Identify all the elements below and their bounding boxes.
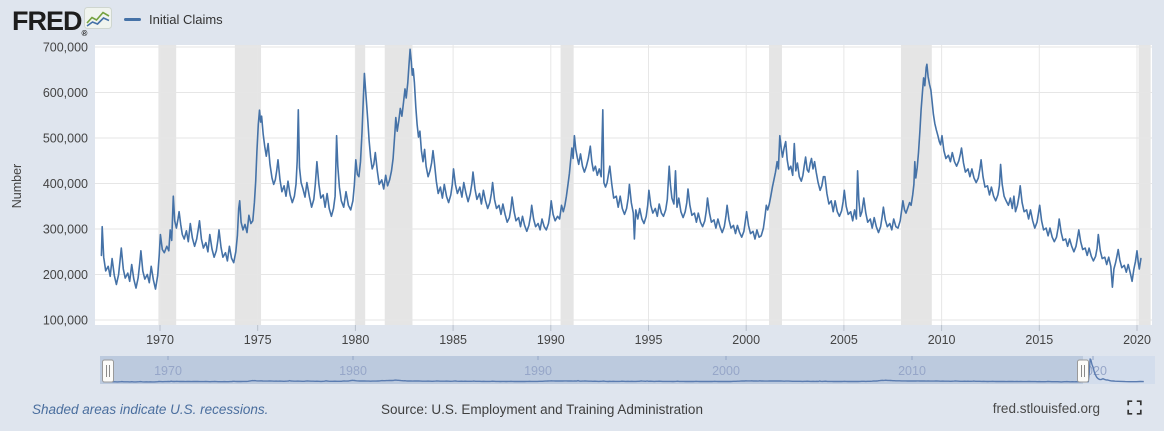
data-line-initial-claims bbox=[100, 48, 1142, 290]
x-axis-tick-label: 2005 bbox=[830, 333, 858, 347]
plot-area[interactable] bbox=[95, 45, 1152, 325]
y-axis-tick-label: 200,000 bbox=[43, 268, 88, 282]
recession-band bbox=[234, 45, 262, 325]
recession-band bbox=[900, 45, 932, 325]
y-axis-title: Number bbox=[10, 164, 24, 208]
fred-logo: FRED® bbox=[12, 6, 88, 38]
chart-legend: Initial Claims bbox=[124, 0, 223, 38]
legend-series-label: Initial Claims bbox=[149, 11, 223, 27]
x-axis-tick-label: 1995 bbox=[635, 333, 663, 347]
graph-header: FRED® Initial Claims bbox=[0, 0, 1164, 38]
y-axis-tick-label: 600,000 bbox=[43, 86, 88, 100]
legend-line-swatch bbox=[124, 17, 141, 21]
x-axis-tick-label: 1970 bbox=[146, 333, 174, 347]
fullscreen-icon bbox=[1126, 400, 1142, 415]
y-axis-tick-label: 100,000 bbox=[43, 314, 88, 328]
slider-selected-range[interactable] bbox=[100, 356, 1083, 384]
recession-band bbox=[158, 45, 177, 325]
x-axis-tick-label: 2015 bbox=[1025, 333, 1053, 347]
slider-handle-right[interactable] bbox=[1077, 359, 1089, 383]
slider-mini-chart-line bbox=[102, 358, 1144, 383]
slider-unselected-range[interactable] bbox=[1083, 356, 1155, 384]
registered-mark: ® bbox=[81, 29, 88, 38]
y-axis-tick-label: 400,000 bbox=[43, 177, 88, 191]
x-axis-tick-label: 1975 bbox=[244, 333, 272, 347]
fullscreen-button[interactable] bbox=[1126, 400, 1142, 416]
slider-handle-left[interactable] bbox=[102, 359, 114, 383]
x-axis-tick-label: 2010 bbox=[928, 333, 956, 347]
recession-band bbox=[355, 45, 366, 325]
source-attribution: Source: U.S. Employment and Training Adm… bbox=[381, 402, 703, 417]
recession-band bbox=[1138, 45, 1151, 325]
x-axis-tick-label: 2000 bbox=[732, 333, 760, 347]
slider-decade-label: 1980 bbox=[339, 364, 367, 378]
recession-band bbox=[769, 45, 782, 325]
graph-canvas: 100,000 200,000 300,000 400,000 500,000 600,0… bbox=[10, 41, 1155, 384]
footer-right-group: fred.stlouisfed.org bbox=[993, 400, 1142, 416]
graph-footer: Shaded areas indicate U.S. recessions. S… bbox=[0, 392, 1164, 431]
slider-decade-label: 1970 bbox=[154, 364, 182, 378]
x-axis-tick-label: 2020 bbox=[1123, 333, 1151, 347]
fred-line-chart-icon bbox=[84, 7, 112, 34]
y-axis-tick-label: 700,000 bbox=[43, 41, 88, 55]
x-axis-tick-label: 1985 bbox=[439, 333, 467, 347]
slider-decade-label: 1990 bbox=[524, 364, 552, 378]
x-axis-tick-label: 1980 bbox=[341, 333, 369, 347]
recession-note: Shaded areas indicate U.S. recessions. bbox=[32, 402, 269, 417]
slider-decade-label: 2010 bbox=[898, 364, 926, 378]
x-axis-tick-label: 1990 bbox=[537, 333, 565, 347]
y-axis-tick-label: 500,000 bbox=[43, 132, 88, 146]
recession-band bbox=[384, 45, 413, 325]
slider-decade-label: 2000 bbox=[712, 364, 740, 378]
y-axis-tick-label: 300,000 bbox=[43, 223, 88, 237]
fred-site-link[interactable]: fred.stlouisfed.org bbox=[992, 400, 1100, 416]
